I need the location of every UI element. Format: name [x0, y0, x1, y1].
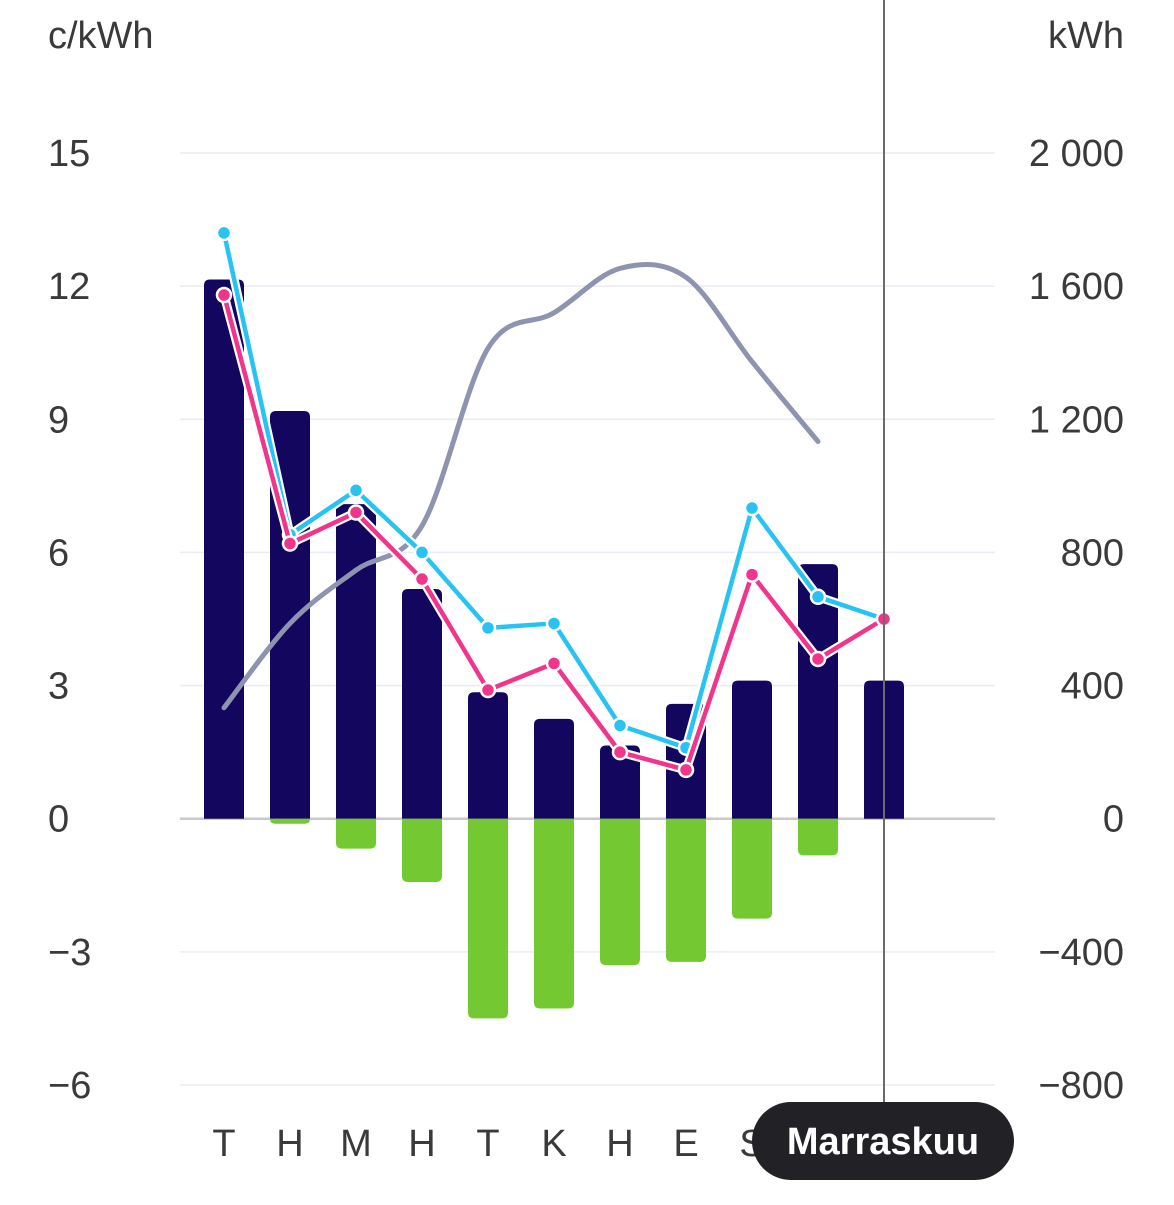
left-tick-label: 3	[48, 666, 69, 708]
consumption-bar	[732, 680, 772, 819]
right-axis-unit: kWh	[1048, 15, 1124, 57]
production-bar	[468, 818, 508, 1019]
left-tick-label: 12	[48, 266, 90, 308]
line-layer	[215, 224, 893, 779]
left-tick-label: −3	[48, 932, 91, 974]
pink-price-point	[743, 566, 761, 583]
pink-price-point	[413, 570, 431, 588]
right-tick-label: 800	[1061, 532, 1124, 574]
selection-layer: Marraskuu	[752, 0, 1014, 1180]
pink-price-point	[611, 743, 629, 761]
right-tick-label: −400	[1038, 932, 1124, 974]
selected-month-pill[interactable]	[752, 1102, 1014, 1180]
pink-price-point	[281, 535, 299, 552]
right-tick-label: 1 200	[1029, 399, 1124, 441]
blue-price-point	[413, 544, 431, 561]
right-tick-label: 0	[1103, 799, 1124, 841]
gray-trend-line	[221, 262, 821, 711]
left-tick-label: 0	[48, 799, 69, 841]
x-tick-label: E	[673, 1123, 698, 1165]
blue-price-point	[809, 588, 827, 606]
consumption-bar	[600, 745, 640, 819]
right-tick-label: −800	[1038, 1065, 1124, 1107]
pink-price-point	[479, 681, 497, 699]
blue-price-point	[479, 619, 497, 637]
axis-layer: c/kWh kWh 15 2 000 12 1 600 9 1 200 6 800 3 400 0 0…	[48, 15, 1124, 1165]
left-tick-label: 6	[48, 532, 69, 574]
consumption-bar	[798, 564, 838, 819]
left-tick-label: 9	[48, 399, 69, 441]
pink-price-point	[677, 761, 695, 779]
consumption-bar	[336, 504, 376, 819]
production-bar	[534, 818, 574, 1009]
x-tick-label: H	[276, 1123, 303, 1165]
right-tick-label: 2 000	[1029, 133, 1124, 175]
x-tick-label: H	[408, 1123, 435, 1165]
production-bar	[402, 818, 442, 882]
production-bar	[600, 818, 640, 966]
bar-layer	[204, 279, 904, 1019]
blue-price-point	[743, 499, 761, 517]
production-bar	[666, 818, 706, 962]
pink-price-point	[809, 650, 827, 668]
blue-price-point	[347, 482, 365, 499]
left-tick-label: 15	[48, 133, 90, 175]
pink-price-halo	[219, 293, 887, 775]
production-bar	[336, 818, 376, 849]
pink-price-point	[215, 286, 233, 304]
production-bar	[798, 818, 838, 856]
right-tick-label: 400	[1061, 666, 1124, 708]
x-tick-label: H	[606, 1123, 633, 1165]
pink-price-point	[545, 655, 563, 672]
right-tick-label: 1 600	[1029, 266, 1124, 308]
consumption-bar	[402, 589, 442, 819]
pink-price-point	[347, 504, 365, 521]
grid-layer	[180, 152, 995, 1086]
production-bar	[270, 818, 310, 824]
selected-month-label: Marraskuu	[787, 1121, 979, 1163]
x-tick-label: M	[340, 1123, 372, 1165]
consumption-bar	[204, 279, 244, 819]
blue-price-point	[611, 717, 629, 734]
x-tick-label: T	[212, 1123, 235, 1165]
production-bar	[732, 818, 772, 919]
blue-price-point	[215, 224, 233, 242]
x-tick-label: T	[476, 1123, 499, 1165]
blue-price-point	[545, 615, 563, 632]
x-tick-label: K	[541, 1123, 566, 1165]
consumption-bar	[468, 692, 508, 819]
consumption-bar	[534, 718, 574, 819]
left-axis-unit: c/kWh	[48, 15, 154, 57]
left-tick-label: −6	[48, 1065, 91, 1107]
